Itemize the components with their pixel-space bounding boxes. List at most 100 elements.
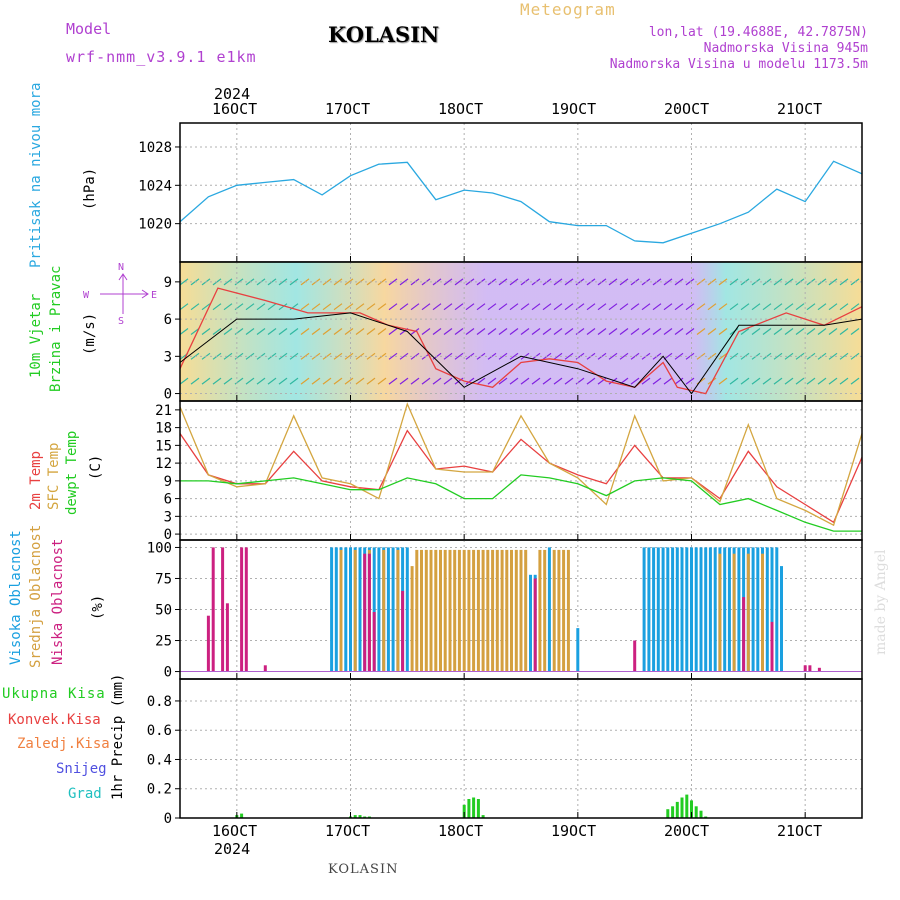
compass-west: W bbox=[83, 290, 90, 301]
wind-barb bbox=[586, 328, 596, 335]
wind-barb bbox=[201, 303, 211, 311]
ytick-label: 3 bbox=[164, 509, 172, 525]
ytick-label: 0.8 bbox=[147, 694, 172, 710]
date-label-bottom-17: 17OCT bbox=[325, 822, 371, 840]
bar bbox=[505, 549, 509, 672]
bar bbox=[382, 549, 386, 672]
wind-barb bbox=[608, 278, 618, 286]
wind-barb bbox=[454, 352, 464, 360]
wind-barb bbox=[828, 328, 838, 335]
compass-icon bbox=[100, 273, 149, 314]
bar bbox=[533, 578, 537, 672]
wind-barb bbox=[190, 303, 200, 311]
bar bbox=[765, 547, 769, 672]
wind-barb bbox=[839, 328, 849, 335]
bar bbox=[211, 547, 215, 672]
wind-barb bbox=[509, 328, 519, 335]
precip-ylabel: 1hr Precip (mm) bbox=[110, 673, 126, 800]
bar bbox=[363, 553, 367, 672]
wind-barb bbox=[454, 328, 464, 335]
wind-barb bbox=[608, 303, 618, 311]
wind-barb bbox=[201, 328, 211, 335]
wind-barb bbox=[498, 352, 508, 360]
wind-barb bbox=[333, 278, 343, 286]
wind-barb bbox=[674, 352, 684, 360]
wind-barb bbox=[399, 303, 409, 311]
panel-frame bbox=[179, 400, 863, 541]
bar bbox=[339, 549, 343, 672]
wind-barb bbox=[674, 328, 684, 335]
bar bbox=[708, 547, 712, 672]
bar bbox=[495, 549, 499, 672]
wind-barb bbox=[344, 328, 354, 335]
wind-barb bbox=[289, 328, 299, 335]
bar bbox=[547, 547, 551, 672]
wind-barb bbox=[377, 328, 387, 335]
wind-barb bbox=[608, 377, 618, 385]
wind-barb bbox=[278, 377, 288, 385]
wind-barb bbox=[388, 278, 398, 286]
wind-barb bbox=[509, 377, 519, 385]
bar bbox=[713, 547, 717, 672]
bar bbox=[661, 547, 665, 672]
wind-barb bbox=[212, 377, 222, 385]
wind-barb bbox=[421, 328, 431, 335]
wind-barb bbox=[344, 352, 354, 360]
ytick-label: 0 bbox=[164, 665, 172, 681]
bar bbox=[761, 553, 764, 672]
wind-barb bbox=[850, 377, 860, 385]
low-cloud-ylabel: Niska Oblacnost bbox=[50, 538, 66, 665]
bar bbox=[377, 547, 381, 672]
bar bbox=[666, 547, 670, 672]
wind-barb bbox=[245, 377, 255, 385]
wind-barb bbox=[729, 377, 739, 385]
series-line bbox=[179, 287, 863, 395]
wind-barb bbox=[212, 303, 222, 311]
wind-barb bbox=[850, 328, 860, 335]
wind-barb bbox=[256, 377, 266, 385]
wind-barb bbox=[509, 352, 519, 360]
high-cloud-ylabel: Visoka Oblacnost bbox=[8, 530, 24, 665]
wind-barb bbox=[784, 328, 794, 335]
bar bbox=[817, 667, 821, 672]
sfc-ylabel: SFC Temp bbox=[46, 442, 62, 510]
wind-barb bbox=[762, 377, 772, 385]
bar bbox=[552, 549, 556, 672]
wind-barb bbox=[718, 352, 728, 360]
wind-barb bbox=[410, 303, 420, 311]
wind-barb bbox=[190, 328, 200, 335]
precip-legend-total: Ukupna Kisa bbox=[2, 686, 106, 702]
compass-east: E bbox=[151, 290, 158, 301]
wind-barb bbox=[663, 303, 673, 311]
wind-barb bbox=[850, 303, 860, 311]
wind-barb bbox=[509, 278, 519, 286]
wind-barb bbox=[223, 328, 233, 335]
precip-legend-snow: Snijeg bbox=[56, 761, 107, 777]
bar bbox=[756, 547, 760, 672]
wind-barb bbox=[201, 377, 211, 385]
wind-barb bbox=[366, 377, 376, 385]
wind-barb bbox=[476, 303, 486, 311]
wind-barb bbox=[784, 377, 794, 385]
wind-barb bbox=[564, 352, 574, 360]
wind-barb bbox=[564, 278, 574, 286]
wind-barb bbox=[355, 377, 365, 385]
ytick-label: 0 bbox=[164, 387, 172, 403]
date-label-bottom-20: 20OCT bbox=[664, 822, 710, 840]
bar bbox=[472, 797, 476, 818]
mid-cloud-ylabel: Srednja Oblacnost bbox=[28, 524, 44, 668]
wind-barb bbox=[773, 303, 783, 311]
wind-barb bbox=[773, 352, 783, 360]
bar bbox=[225, 603, 229, 672]
wind-barb bbox=[839, 377, 849, 385]
bar bbox=[718, 553, 722, 672]
bar bbox=[690, 547, 693, 672]
wind-barb bbox=[333, 377, 343, 385]
wind-barb bbox=[817, 328, 827, 335]
wind-barb bbox=[586, 303, 596, 311]
precip-legend-convective: Konvek.Kisa bbox=[8, 712, 101, 728]
wind-barb bbox=[718, 328, 728, 335]
bar bbox=[240, 813, 244, 818]
wind-barb bbox=[388, 328, 398, 335]
bar bbox=[656, 547, 660, 672]
